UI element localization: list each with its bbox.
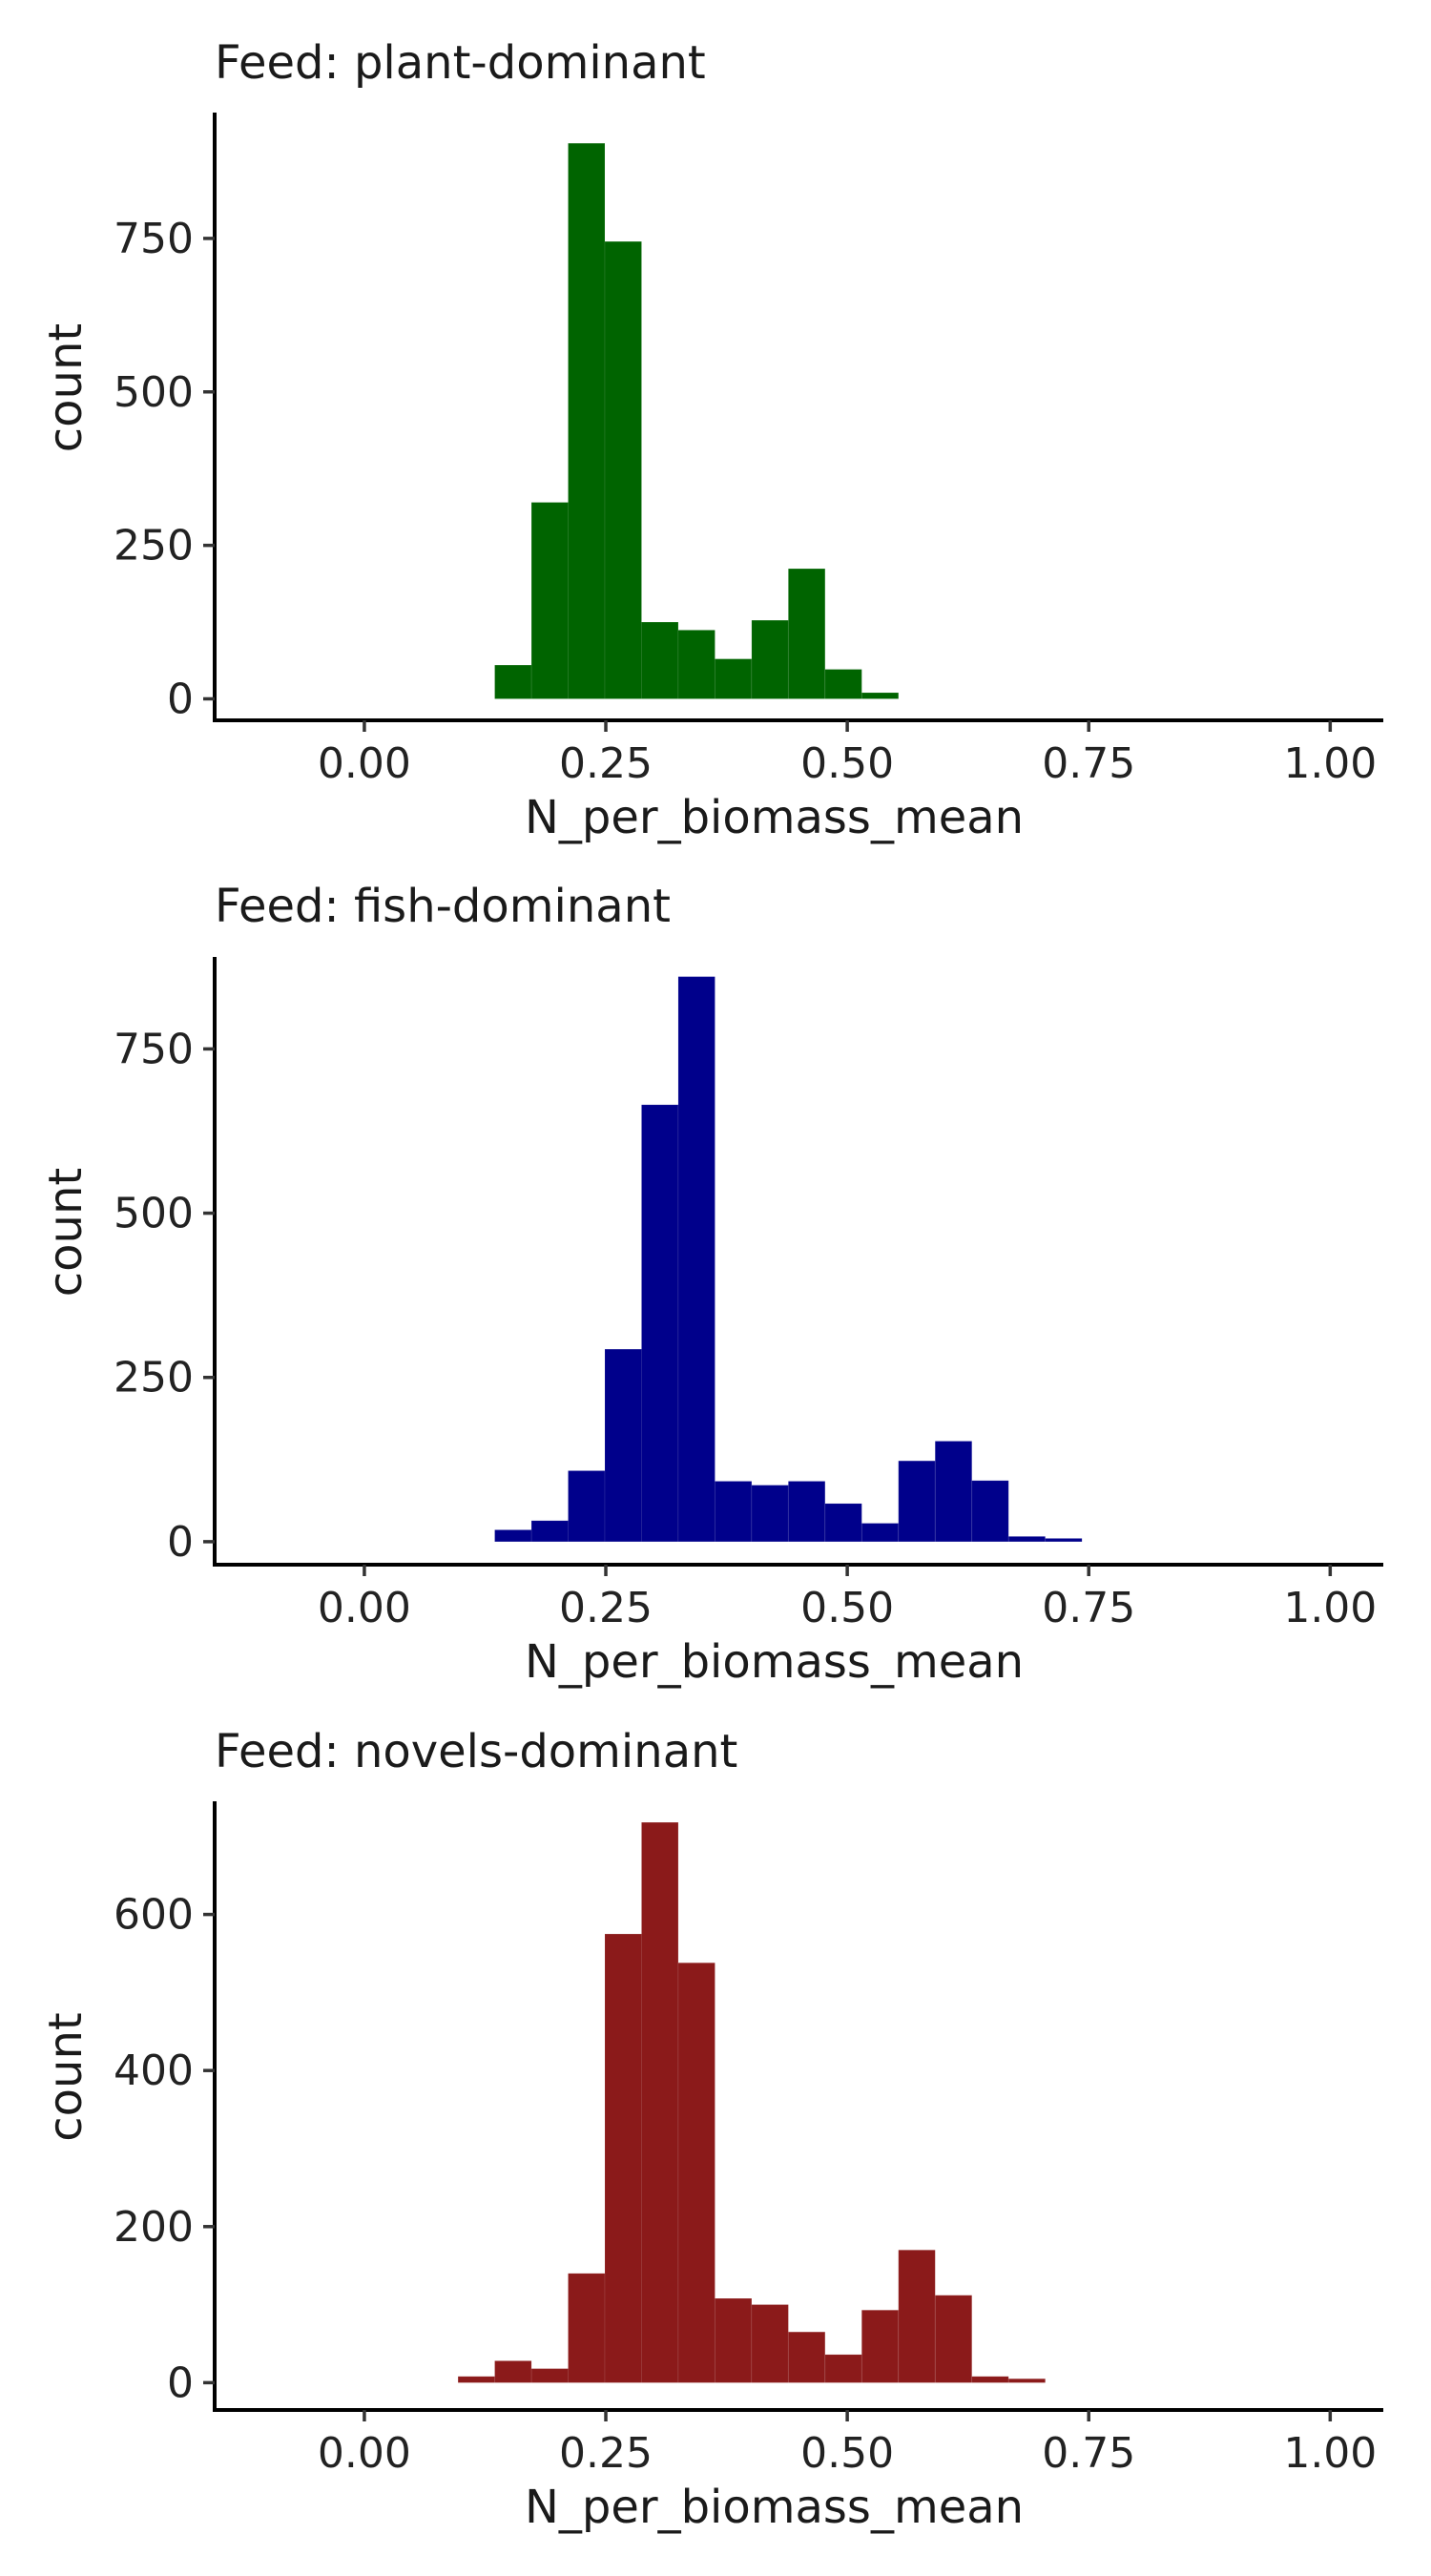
x-tick-label: 0.50 [800, 739, 894, 788]
x-tick-label: 0.25 [559, 739, 653, 788]
x-tick-label: 0.25 [559, 2429, 653, 2478]
histogram-bar [824, 1503, 862, 1543]
panel-title: Feed: fish-dominant [215, 880, 671, 933]
y-tick-label: 400 [114, 2046, 194, 2095]
x-tick-label: 0.00 [318, 739, 411, 788]
x-tick-label: 0.25 [559, 1584, 653, 1632]
histogram-bar [898, 2249, 936, 2383]
histogram-bar [971, 2376, 1009, 2383]
histogram-bar [714, 658, 753, 699]
histogram-panel-3: Feed: novels-dominant 0.00 0.25 0.50 0.75 1.0… [39, 1725, 1383, 2534]
histogram-bar [604, 1933, 642, 2383]
y-axis-title: count [39, 2012, 93, 2141]
histogram-bar [751, 1485, 789, 1543]
histogram-bar [861, 1523, 900, 1543]
histogram-bar [677, 1962, 716, 2383]
x-tick-label: 1.00 [1283, 1584, 1377, 1632]
histogram-bar [787, 1481, 826, 1543]
x-axis-title: N_per_biomass_mean [525, 1635, 1024, 1689]
histogram-bar [494, 1529, 532, 1543]
histogram-bar [714, 2297, 753, 2383]
x-tick-label: 0.50 [800, 2429, 894, 2478]
histogram-bar [677, 629, 716, 699]
histogram-panel-1: Feed: plant-dominant 0.00 0.25 0.50 0.75 1.00… [39, 36, 1383, 844]
y-tick-label: 250 [114, 522, 194, 571]
histogram-bar [787, 2331, 826, 2383]
histogram-bar [824, 669, 862, 699]
y-tick-label: 750 [114, 1025, 194, 1073]
histogram-bar [861, 2309, 900, 2383]
histogram-bar [640, 1104, 679, 1543]
histogram-bar [568, 142, 606, 699]
x-tick-label: 0.00 [318, 1584, 411, 1632]
histogram-bar [494, 2359, 532, 2383]
histogram-bar [1045, 1537, 1083, 1543]
histogram-bar [457, 2376, 496, 2383]
x-tick-label: 1.00 [1283, 739, 1377, 788]
histogram-bar [824, 2354, 862, 2383]
histogram-bar [677, 976, 716, 1543]
y-tick-label: 500 [114, 368, 194, 417]
x-tick-label: 1.00 [1283, 2429, 1377, 2478]
histogram-panel-2: Feed: fish-dominant 0.00 0.25 0.50 0.75 1.00 0… [39, 880, 1383, 1689]
histogram-bar [530, 2368, 570, 2383]
histogram-bar [898, 1460, 936, 1543]
histogram-bar [604, 1348, 642, 1543]
x-tick-label: 0.75 [1042, 1584, 1135, 1632]
y-tick-label: 0 [167, 1518, 194, 1567]
histogram-bar [1007, 2378, 1047, 2383]
y-tick-label: 600 [114, 1891, 194, 1940]
histogram-bar [568, 2273, 606, 2383]
y-tick-label: 200 [114, 2203, 194, 2252]
histogram-bar [751, 619, 789, 699]
histogram-bar [934, 1441, 973, 1543]
x-axis-title: N_per_biomass_mean [525, 791, 1024, 844]
y-tick-label: 250 [114, 1354, 194, 1402]
histogram-bar [1007, 1535, 1047, 1543]
histogram-bar [861, 692, 900, 699]
x-tick-label: 0.75 [1042, 2429, 1135, 2478]
histogram-bar [640, 1821, 679, 2383]
histogram-bar [640, 621, 679, 699]
histogram-bar [568, 1470, 606, 1543]
x-axis-title: N_per_biomass_mean [525, 2481, 1024, 2534]
y-tick-label: 750 [114, 215, 194, 263]
histogram-bar [787, 568, 826, 699]
histogram-bar [751, 2304, 789, 2383]
y-axis-title: count [39, 1168, 93, 1297]
histogram-bar [530, 1520, 570, 1543]
y-axis-title: count [39, 323, 93, 452]
histogram-bar [604, 240, 642, 699]
panel-title: Feed: plant-dominant [215, 36, 706, 90]
x-tick-label: 0.50 [800, 1584, 894, 1632]
histogram-bar [714, 1481, 753, 1543]
histogram-bar [494, 664, 532, 699]
histogram-bar [530, 502, 570, 699]
x-tick-label: 0.00 [318, 2429, 411, 2478]
x-tick-label: 0.75 [1042, 739, 1135, 788]
y-tick-label: 0 [167, 2358, 194, 2407]
y-tick-label: 500 [114, 1190, 194, 1238]
y-tick-label: 0 [167, 675, 194, 723]
histogram-bar [971, 1480, 1009, 1543]
histogram-bar [934, 2295, 973, 2383]
panel-title: Feed: novels-dominant [215, 1725, 737, 1778]
